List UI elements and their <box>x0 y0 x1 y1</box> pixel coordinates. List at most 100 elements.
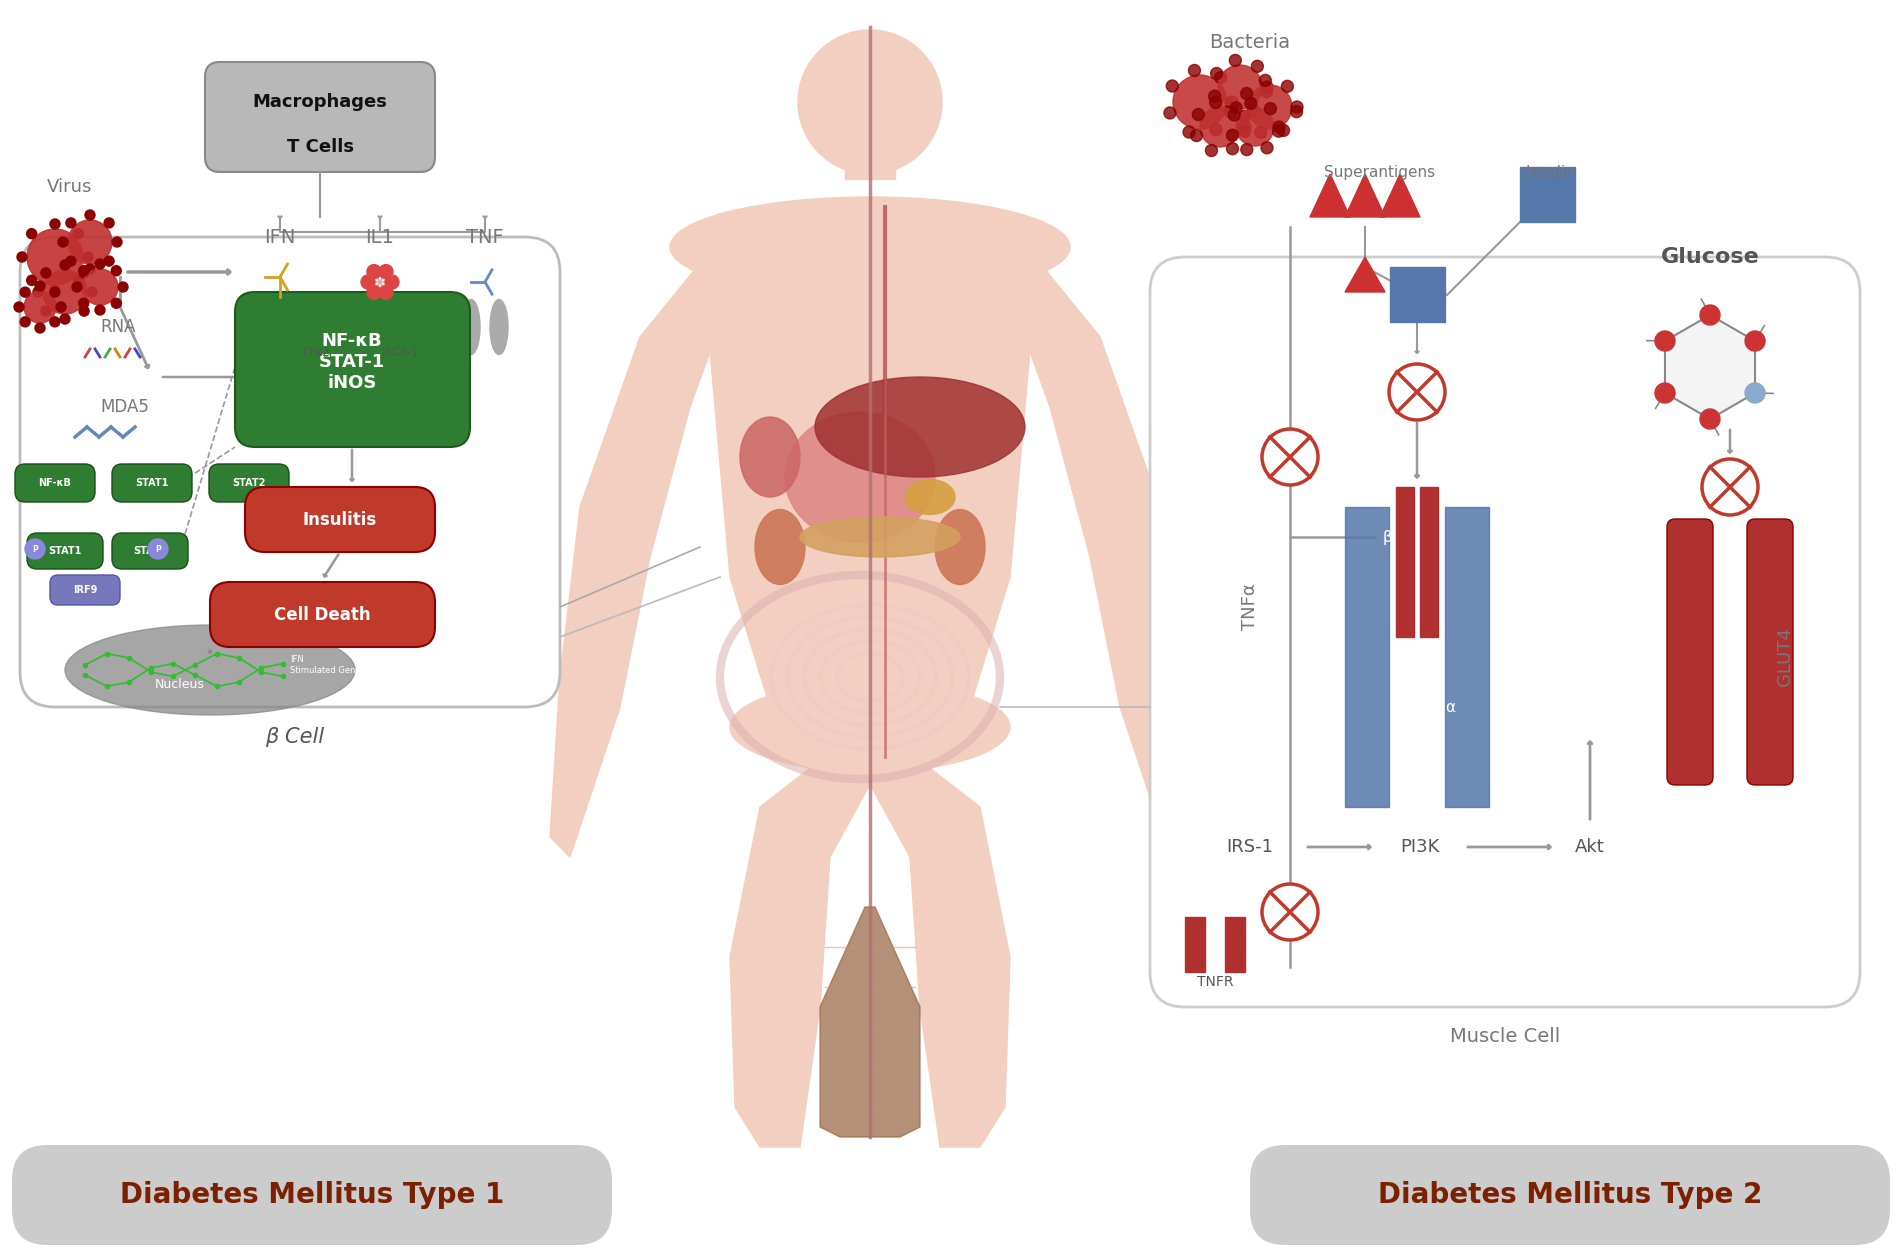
Text: PI3K: PI3K <box>1400 838 1440 856</box>
Circle shape <box>44 270 87 314</box>
Circle shape <box>1193 108 1204 121</box>
Circle shape <box>57 238 68 246</box>
Polygon shape <box>856 737 1010 1146</box>
Circle shape <box>1744 383 1765 403</box>
Circle shape <box>42 307 51 316</box>
Text: P: P <box>32 544 38 553</box>
FancyBboxPatch shape <box>1151 256 1860 1007</box>
Circle shape <box>13 302 25 312</box>
Text: STAT2: STAT2 <box>232 478 266 488</box>
Circle shape <box>1261 142 1272 153</box>
Circle shape <box>378 265 394 279</box>
Polygon shape <box>1664 316 1756 419</box>
Text: NF-κB: NF-κB <box>38 478 72 488</box>
Text: MDA5: MDA5 <box>101 398 148 416</box>
Circle shape <box>1388 365 1446 420</box>
Circle shape <box>1229 109 1240 121</box>
Circle shape <box>105 217 114 228</box>
Circle shape <box>1210 68 1223 79</box>
Circle shape <box>1240 143 1253 156</box>
Ellipse shape <box>936 509 985 585</box>
Circle shape <box>367 265 380 279</box>
Ellipse shape <box>65 625 356 715</box>
Text: GLUT4: GLUT4 <box>1776 627 1794 686</box>
Polygon shape <box>1345 256 1385 292</box>
Text: Bacteria: Bacteria <box>1210 33 1291 52</box>
Circle shape <box>87 287 97 297</box>
Circle shape <box>21 317 30 327</box>
Circle shape <box>1238 121 1252 133</box>
Bar <box>1446 507 1489 807</box>
Circle shape <box>78 298 89 308</box>
Circle shape <box>25 539 46 559</box>
FancyBboxPatch shape <box>1748 519 1794 786</box>
Circle shape <box>1255 127 1267 138</box>
Circle shape <box>1744 331 1765 351</box>
Circle shape <box>1278 124 1290 136</box>
Circle shape <box>118 282 127 292</box>
Circle shape <box>1227 96 1238 108</box>
Circle shape <box>55 302 67 312</box>
Circle shape <box>1227 142 1238 155</box>
Circle shape <box>1208 91 1221 102</box>
Circle shape <box>1210 97 1221 108</box>
Circle shape <box>78 265 89 275</box>
Text: IFN: IFN <box>264 228 295 246</box>
Ellipse shape <box>740 417 801 497</box>
Polygon shape <box>730 737 884 1146</box>
Circle shape <box>1164 107 1175 119</box>
Ellipse shape <box>285 299 302 354</box>
Circle shape <box>1236 108 1274 146</box>
FancyBboxPatch shape <box>27 533 103 569</box>
Circle shape <box>105 256 114 266</box>
Circle shape <box>49 285 61 295</box>
Circle shape <box>1700 409 1719 429</box>
Circle shape <box>1166 80 1177 92</box>
FancyBboxPatch shape <box>49 574 120 605</box>
Bar <box>1390 266 1446 322</box>
Bar <box>1421 486 1438 637</box>
Circle shape <box>68 220 112 264</box>
Bar <box>1185 918 1206 972</box>
FancyBboxPatch shape <box>205 62 436 172</box>
Circle shape <box>1215 72 1227 83</box>
Circle shape <box>1238 126 1252 137</box>
Text: IRF9: IRF9 <box>72 585 97 595</box>
Circle shape <box>1225 107 1236 118</box>
Circle shape <box>1263 884 1318 940</box>
Circle shape <box>1261 85 1272 98</box>
FancyBboxPatch shape <box>11 1145 612 1244</box>
Circle shape <box>17 251 27 261</box>
Text: TYk2: TYk2 <box>301 346 329 358</box>
FancyBboxPatch shape <box>245 486 436 552</box>
FancyBboxPatch shape <box>209 582 436 647</box>
Circle shape <box>1240 88 1253 99</box>
Text: Diabetes Mellitus Type 1: Diabetes Mellitus Type 1 <box>120 1182 504 1209</box>
Text: Cell Death: Cell Death <box>274 606 371 623</box>
Circle shape <box>49 287 59 297</box>
Text: TNFα: TNFα <box>1240 583 1259 630</box>
Circle shape <box>1231 102 1242 114</box>
Circle shape <box>1225 102 1238 113</box>
Text: Akt: Akt <box>1575 838 1605 856</box>
Text: β: β <box>1383 529 1392 544</box>
Text: Superantigens: Superantigens <box>1324 165 1436 180</box>
Bar <box>1345 507 1388 807</box>
FancyBboxPatch shape <box>21 238 559 706</box>
Circle shape <box>86 210 95 220</box>
Ellipse shape <box>814 377 1025 476</box>
Text: JACK-1: JACK-1 <box>380 346 418 358</box>
Text: Nucleus: Nucleus <box>156 678 205 690</box>
Circle shape <box>1244 97 1257 109</box>
Text: IL1: IL1 <box>365 228 394 246</box>
Circle shape <box>1655 331 1676 351</box>
FancyBboxPatch shape <box>1250 1145 1891 1244</box>
Text: NF-κB
STAT-1
iNOS: NF-κB STAT-1 iNOS <box>320 332 384 392</box>
Polygon shape <box>700 238 1040 706</box>
Circle shape <box>42 268 51 278</box>
Bar <box>844 99 896 178</box>
Circle shape <box>27 229 36 239</box>
Polygon shape <box>1310 173 1350 217</box>
Circle shape <box>27 275 36 285</box>
Ellipse shape <box>384 299 403 354</box>
